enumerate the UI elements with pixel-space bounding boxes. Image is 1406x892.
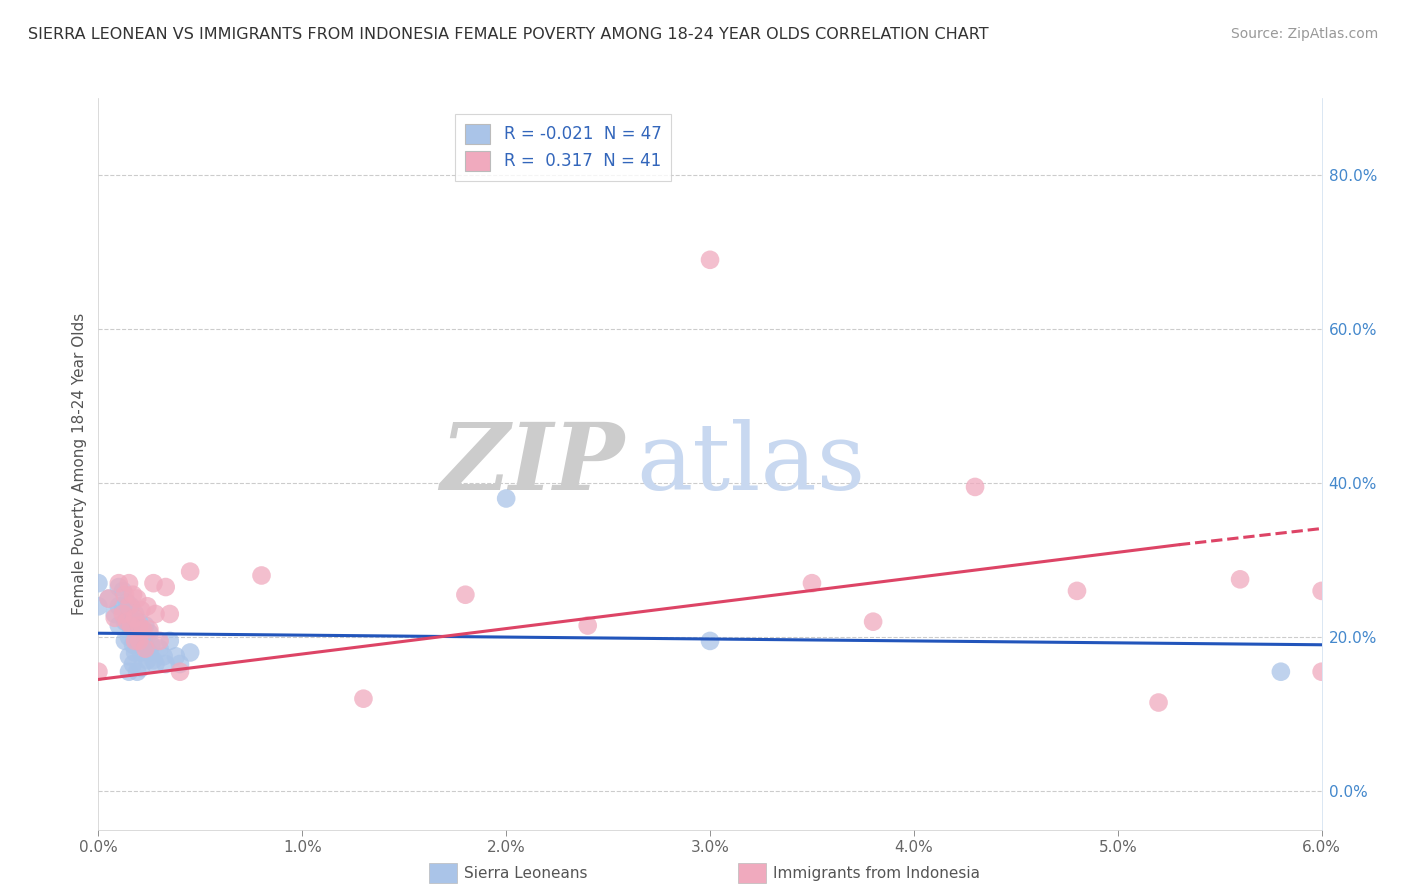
Point <box>352 691 374 706</box>
Point <box>104 611 127 625</box>
Point <box>122 657 145 671</box>
Point <box>169 657 191 671</box>
Point <box>145 607 167 621</box>
Text: ZIP: ZIP <box>440 419 624 508</box>
Point <box>129 661 152 675</box>
Point <box>138 623 160 637</box>
Point <box>127 665 149 679</box>
Point <box>159 634 181 648</box>
Point <box>124 645 146 659</box>
Text: Immigrants from Indonesia: Immigrants from Indonesia <box>773 866 980 880</box>
Point <box>118 630 141 644</box>
Point <box>118 649 141 664</box>
Point <box>576 618 599 632</box>
Point <box>128 615 150 629</box>
Point <box>124 611 146 625</box>
Point <box>104 607 127 621</box>
Point <box>136 653 159 667</box>
Point <box>108 599 131 614</box>
Point <box>120 618 142 632</box>
Point <box>134 641 156 656</box>
Text: atlas: atlas <box>637 419 866 508</box>
Point <box>111 599 134 614</box>
Point <box>87 599 110 614</box>
Point <box>179 565 201 579</box>
Point <box>87 576 110 591</box>
Point <box>801 576 824 591</box>
Point <box>115 615 138 629</box>
Point <box>115 595 138 609</box>
Point <box>120 599 142 614</box>
Point <box>165 649 187 664</box>
Point <box>142 653 165 667</box>
Point <box>129 645 152 659</box>
Point <box>132 623 155 637</box>
Point <box>699 252 721 267</box>
Point <box>1066 583 1088 598</box>
Point <box>136 599 159 614</box>
Point <box>122 638 145 652</box>
Point <box>1147 696 1170 710</box>
Point <box>149 634 172 648</box>
Point <box>699 634 721 648</box>
Point <box>138 626 160 640</box>
Text: Sierra Leoneans: Sierra Leoneans <box>464 866 588 880</box>
Point <box>159 607 181 621</box>
Point <box>250 568 273 582</box>
Point <box>127 591 149 606</box>
Point <box>108 576 131 591</box>
Point <box>120 618 142 632</box>
Point <box>114 634 136 648</box>
Point <box>152 649 174 664</box>
Text: SIERRA LEONEAN VS IMMIGRANTS FROM INDONESIA FEMALE POVERTY AMONG 18-24 YEAR OLDS: SIERRA LEONEAN VS IMMIGRANTS FROM INDONE… <box>28 27 988 42</box>
Point <box>1229 572 1251 586</box>
Point <box>124 634 146 648</box>
Point <box>97 591 120 606</box>
Point <box>111 607 134 621</box>
Point <box>1310 583 1333 598</box>
Point <box>1270 665 1292 679</box>
Point <box>118 665 141 679</box>
Point <box>149 641 172 656</box>
Point <box>1310 665 1333 679</box>
Point <box>155 657 177 671</box>
Point <box>454 588 477 602</box>
Point <box>129 603 152 617</box>
Point <box>132 630 155 644</box>
Point <box>111 583 134 598</box>
Point <box>128 634 150 648</box>
Point <box>114 588 136 602</box>
Point <box>124 607 146 621</box>
Point <box>169 665 191 679</box>
Point <box>155 580 177 594</box>
Point <box>495 491 517 506</box>
Point <box>122 588 145 602</box>
Legend: R = -0.021  N = 47, R =  0.317  N = 41: R = -0.021 N = 47, R = 0.317 N = 41 <box>456 114 671 181</box>
Point <box>87 665 110 679</box>
Point <box>134 638 156 652</box>
Point <box>141 638 163 652</box>
Point <box>138 645 160 659</box>
Text: Source: ZipAtlas.com: Source: ZipAtlas.com <box>1230 27 1378 41</box>
Point <box>97 591 120 606</box>
Y-axis label: Female Poverty Among 18-24 Year Olds: Female Poverty Among 18-24 Year Olds <box>72 313 87 615</box>
Point <box>118 599 141 614</box>
Point <box>179 645 201 659</box>
Point <box>134 618 156 632</box>
Point <box>108 580 131 594</box>
Point <box>145 657 167 671</box>
Point <box>115 615 138 629</box>
Point <box>108 618 131 632</box>
Point <box>114 615 136 629</box>
Point <box>128 618 150 632</box>
Point <box>142 576 165 591</box>
Point <box>862 615 884 629</box>
Point <box>128 630 150 644</box>
Point <box>118 576 141 591</box>
Point <box>963 480 986 494</box>
Point <box>124 626 146 640</box>
